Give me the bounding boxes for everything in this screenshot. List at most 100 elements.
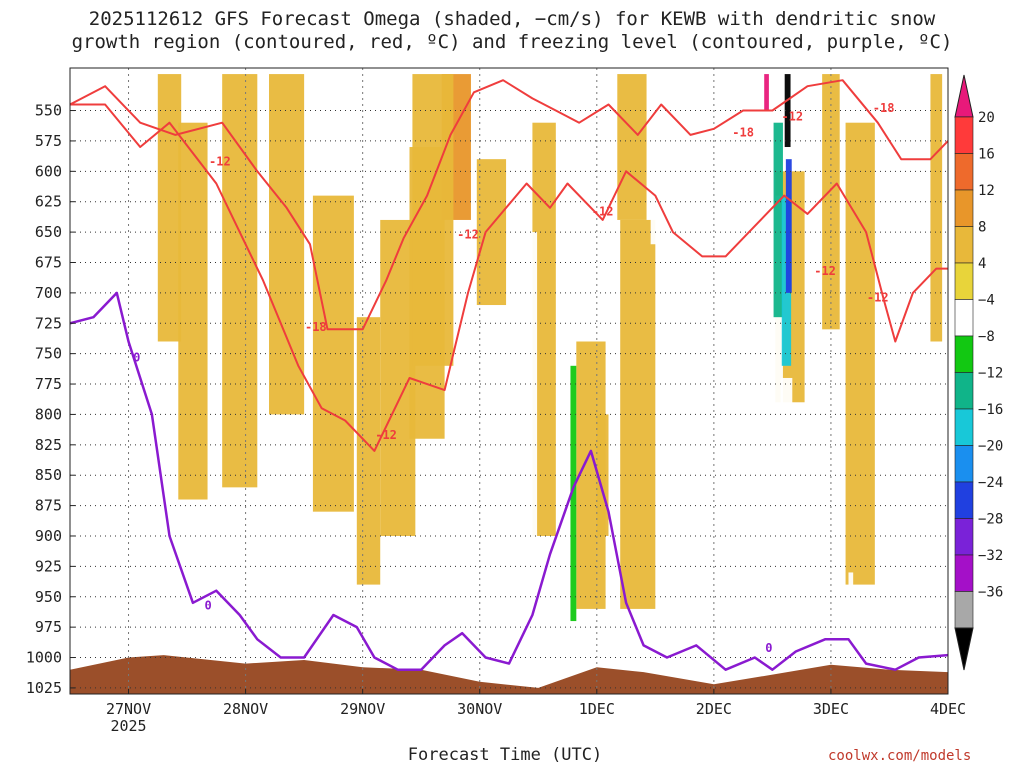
colorbar-tick-label: −4 <box>978 293 995 309</box>
contour-label: -12 <box>781 110 803 124</box>
omega-region <box>784 74 791 148</box>
y-tick-label: 575 <box>35 132 62 150</box>
omega-region <box>620 219 656 609</box>
colorbar-swatch <box>954 518 974 556</box>
y-tick-label: 700 <box>35 284 62 302</box>
omega-region <box>650 74 672 245</box>
colorbar-swatch <box>954 226 974 264</box>
x-year-label: 2025 <box>110 717 146 735</box>
colorbar-top-arrow <box>954 74 974 118</box>
contour-label: 0 <box>205 598 212 612</box>
freezing-level-contour <box>70 291 948 671</box>
omega-shading <box>81 74 943 640</box>
terrain-area <box>70 655 948 694</box>
y-tick-label: 875 <box>35 497 62 515</box>
title-line-2: growth region (contoured, red, ºC) and f… <box>71 31 953 53</box>
omega-region <box>617 74 647 220</box>
contour-label: -18 <box>732 125 754 139</box>
y-tick-label: 725 <box>35 314 62 332</box>
omega-region <box>764 74 769 111</box>
x-tick-label: 27NOV <box>106 700 151 718</box>
omega-region <box>596 414 609 536</box>
colorbar-swatch <box>954 299 974 337</box>
colorbar-tick-label: −32 <box>978 548 1003 564</box>
contour-label: 0 <box>133 350 140 364</box>
colorbar-swatch <box>954 372 974 410</box>
omega-region <box>81 74 87 178</box>
colorbar-tick-label: −24 <box>978 475 1003 491</box>
x-tick-label: 28NOV <box>223 700 268 718</box>
omega-region <box>269 74 305 415</box>
x-tick-label: 1DEC <box>579 700 615 718</box>
x-tick-label: 30NOV <box>457 700 502 718</box>
x-tick-label: 4DEC <box>930 700 966 718</box>
colorbar-tick-label: 8 <box>978 220 986 236</box>
colorbar-swatch <box>954 116 974 154</box>
y-tick-label: 1000 <box>26 649 62 667</box>
omega-region <box>848 572 854 634</box>
omega-region <box>222 74 258 488</box>
title-line-1: 2025112612 GFS Forecast Omega (shaded, −… <box>88 8 936 30</box>
omega-region <box>930 74 943 342</box>
contour-label: -12 <box>867 291 889 305</box>
colorbar-tick-label: −20 <box>978 439 1003 455</box>
colorbar-tick-label: 20 <box>978 110 995 126</box>
dgz-contour <box>70 79 948 331</box>
y-tick-label: 650 <box>35 223 62 241</box>
x-axis-label: Forecast Time (UTC) <box>407 745 603 765</box>
omega-region <box>527 232 538 640</box>
colorbar-tick-label: 16 <box>978 147 995 163</box>
y-tick-label: 800 <box>35 405 62 423</box>
y-axis-ticks: 550 575 600 625 650 675 700 725 750 775 800 825 850 8… <box>26 102 75 697</box>
chart-title: 2025112612 GFS Forecast Omega (shaded, −… <box>0 8 1024 54</box>
omega-region <box>532 122 556 536</box>
colorbar-swatch <box>954 554 974 592</box>
omega-region <box>773 122 783 318</box>
colorbar-swatch <box>954 262 974 300</box>
colorbar-swatch <box>954 335 974 373</box>
terrain-fill <box>70 655 948 694</box>
colorbar-tick-label: −8 <box>978 329 995 345</box>
y-tick-label: 975 <box>35 618 62 636</box>
x-tick-label: 29NOV <box>340 700 385 718</box>
y-tick-label: 950 <box>35 588 62 606</box>
contour-label: -12 <box>814 264 836 278</box>
contour-label: -18 <box>305 320 327 334</box>
y-tick-label: 625 <box>35 193 62 211</box>
y-tick-label: 600 <box>35 162 62 180</box>
y-tick-label: 825 <box>35 436 62 454</box>
x-axis-ticks: 27NOV 28NOV 29NOV 30NOV 1DEC 2DEC 3DEC 4DEC 2025 <box>106 689 966 735</box>
omega-region <box>412 74 454 366</box>
colorbar-swatch <box>954 591 974 629</box>
colorbar-swatch <box>954 445 974 483</box>
colorbar-tick-label: −28 <box>978 512 1003 528</box>
omega-region <box>178 122 208 500</box>
y-tick-label: 925 <box>35 557 62 575</box>
omega-region <box>476 159 507 306</box>
y-tick-label: 675 <box>35 253 62 271</box>
colorbar-swatch <box>954 408 974 446</box>
omega-region <box>785 159 792 293</box>
y-tick-label: 900 <box>35 527 62 545</box>
colorbar-swatch <box>954 153 974 191</box>
y-tick-label: 1025 <box>26 679 62 697</box>
omega-region <box>570 365 577 622</box>
omega-region <box>312 195 354 512</box>
contour-lines <box>70 79 948 671</box>
contour-labels: -12 -18 -12 -12 -12 -18 -12 -12 -18 -12 0 0 0 <box>133 101 894 655</box>
x-tick-label: 3DEC <box>813 700 849 718</box>
y-tick-label: 550 <box>35 102 62 120</box>
colorbar-tick-label: 4 <box>978 256 986 272</box>
contour-label: -12 <box>592 204 614 218</box>
colorbar: 20 16 12 8 4 −4 −8 −12 −16 −20 −24 −28 −32 −36 <box>954 74 1003 671</box>
contour-label: 0 <box>765 641 772 655</box>
y-tick-label: 775 <box>35 375 62 393</box>
omega-region <box>780 377 793 536</box>
y-tick-label: 750 <box>35 345 62 363</box>
dgz-contour <box>70 103 948 452</box>
credit-text: coolwx.com/models <box>828 748 972 764</box>
omega-region <box>356 317 381 585</box>
colorbar-swatch <box>954 481 974 519</box>
contour-label: -12 <box>457 228 479 242</box>
